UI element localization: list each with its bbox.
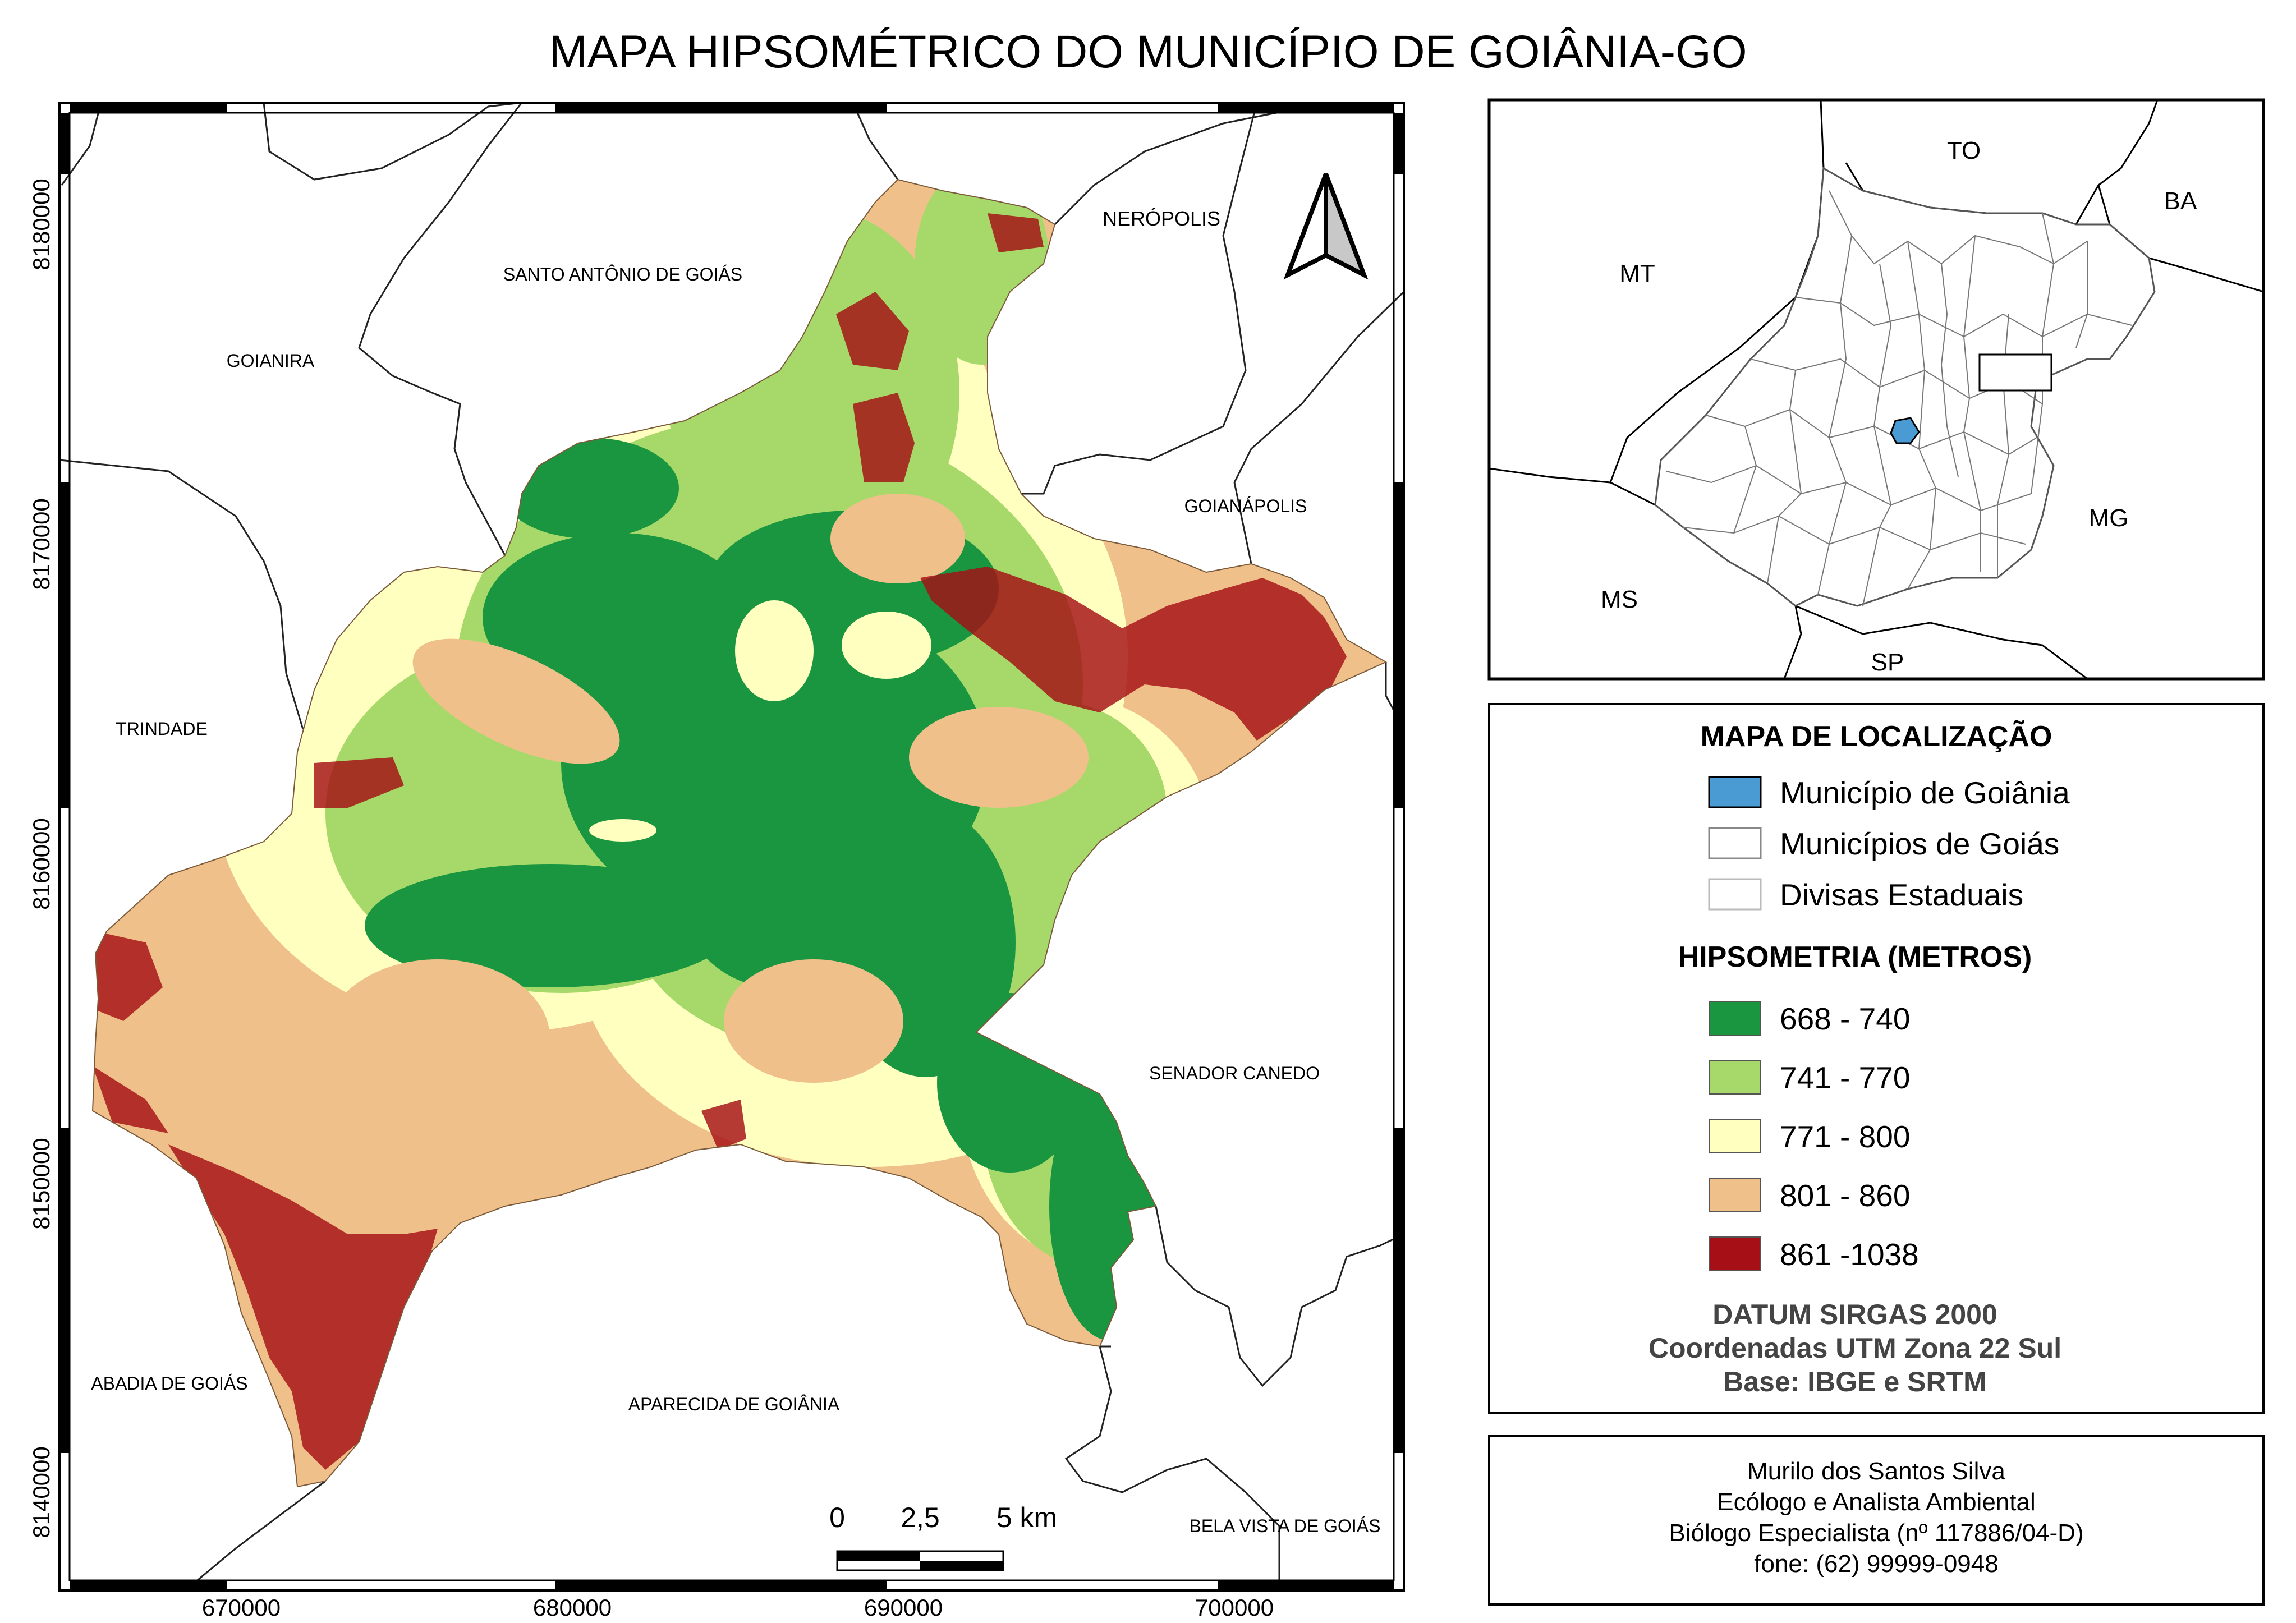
- state-to: TO: [1947, 137, 1981, 164]
- label-aparecida: APARECIDA DE GOIÂNIA: [628, 1394, 840, 1414]
- label-neropolis: NERÓPOLIS: [1103, 207, 1220, 230]
- legend-swatch-class-4: [1709, 1178, 1761, 1212]
- map-frame: [58, 102, 1405, 1592]
- legend-swatch-class-2: [1709, 1060, 1761, 1095]
- x-tick: 680000: [533, 1594, 612, 1621]
- y-tick: 8140000: [28, 1446, 54, 1538]
- neighbor-labels: SANTO ANTÔNIO DE GOIÁS NERÓPOLIS GOIANIR…: [91, 207, 1380, 1536]
- map-title: MAPA HIPSOMÉTRICO DO MUNICÍPIO DE GOIÂNI…: [549, 26, 1747, 77]
- main-map: 0 2,5 5 km SANTO ANTÔNIO DE GOIÁS NERÓPO…: [28, 102, 1405, 1621]
- municipal-mesh: [1666, 190, 2133, 606]
- label-santo-antonio: SANTO ANTÔNIO DE GOIÁS: [503, 264, 742, 284]
- legend-swatch-municipios: [1708, 827, 1762, 859]
- legend-location-title: MAPA DE LOCALIZAÇÃO: [1701, 720, 2052, 753]
- label-senador-canedo: SENADOR CANEDO: [1149, 1063, 1320, 1083]
- state-ms: MS: [1601, 586, 1638, 613]
- x-tick: 690000: [864, 1594, 943, 1621]
- legend-label-class-2: 741 - 770: [1780, 1060, 1910, 1095]
- legend-label-class-3: 771 - 800: [1780, 1119, 1910, 1154]
- goias-state: [1654, 167, 2156, 607]
- legend-label-municipios: Municípios de Goiás: [1780, 826, 2059, 861]
- scale-tick-2: 5 km: [997, 1502, 1057, 1533]
- state-ba: BA: [2164, 187, 2197, 215]
- scale-tick-1: 2,5: [901, 1502, 940, 1533]
- label-goianapolis: GOIANÁPOLIS: [1184, 496, 1307, 516]
- x-axis: 670000 680000 690000 700000: [202, 1594, 1274, 1621]
- credits-reg: Biólogo Especialista (nº 117886/04-D): [1669, 1519, 2083, 1547]
- legend-hyp-title: HIPSOMETRIA (METROS): [1678, 941, 2032, 973]
- legend-swatch-goiania: [1708, 776, 1762, 808]
- state-mg: MG: [2089, 504, 2129, 532]
- legend-label-class-5: 861 -1038: [1780, 1237, 1919, 1272]
- legend-swatch-class-5: [1709, 1236, 1761, 1271]
- label-trindade: TRINDADE: [116, 719, 208, 739]
- inset-state-labels: TO BA MT MG MS SP: [1601, 137, 2197, 676]
- y-tick: 8180000: [28, 178, 54, 270]
- x-tick: 700000: [1195, 1594, 1274, 1621]
- distrito-federal: [1978, 353, 2052, 392]
- legend-coords: Coordenadas UTM Zona 22 Sul: [1648, 1332, 2061, 1364]
- credits-name: Murilo dos Santos Silva: [1747, 1458, 2005, 1485]
- label-bela-vista: BELA VISTA DE GOIÁS: [1190, 1516, 1381, 1536]
- legend-label-goiania: Município de Goiânia: [1780, 775, 2070, 810]
- scale-tick-0: 0: [829, 1502, 845, 1533]
- y-tick: 8170000: [28, 498, 54, 590]
- goiania-boundary: [91, 178, 1388, 1488]
- north-arrow-icon: [1283, 173, 1369, 280]
- legend-swatch-divisas: [1708, 878, 1762, 911]
- label-goianira: GOIANIRA: [227, 351, 315, 371]
- legend-label-class-4: 801 - 860: [1780, 1178, 1910, 1213]
- legend-swatch-class-1: [1709, 1001, 1761, 1036]
- goiania-highlight: [1890, 417, 1920, 444]
- y-tick: 8150000: [28, 1138, 54, 1230]
- y-axis: 8180000 8170000 8160000 8150000 8140000: [28, 178, 54, 1538]
- legend-label-class-1: 668 - 740: [1780, 1001, 1910, 1036]
- y-tick: 8160000: [28, 818, 54, 910]
- state-mt: MT: [1619, 260, 1655, 287]
- scale-bar: 0 2,5 5 km: [829, 1502, 1057, 1571]
- inset-map: TO BA MT MG MS SP: [1487, 98, 2265, 681]
- legend-label-divisas: Divisas Estaduais: [1780, 877, 2023, 912]
- label-abadia: ABADIA DE GOIÁS: [91, 1373, 247, 1394]
- legend-datum: DATUM SIRGAS 2000: [1712, 1299, 1997, 1330]
- credits-panel: Murilo dos Santos Silva Ecólogo e Analis…: [1488, 1435, 2265, 1606]
- credits-phone: fone: (62) 99999-0948: [1754, 1550, 1998, 1578]
- state-sp: SP: [1871, 649, 1904, 676]
- credits-role: Ecólogo e Analista Ambiental: [1717, 1488, 2036, 1516]
- legend-swatch-class-3: [1709, 1119, 1761, 1153]
- legend-base: Base: IBGE e SRTM: [1723, 1366, 1987, 1397]
- legend-panel: MAPA DE LOCALIZAÇÃO Município de Goiânia…: [1488, 703, 2265, 1414]
- x-tick: 670000: [202, 1594, 281, 1621]
